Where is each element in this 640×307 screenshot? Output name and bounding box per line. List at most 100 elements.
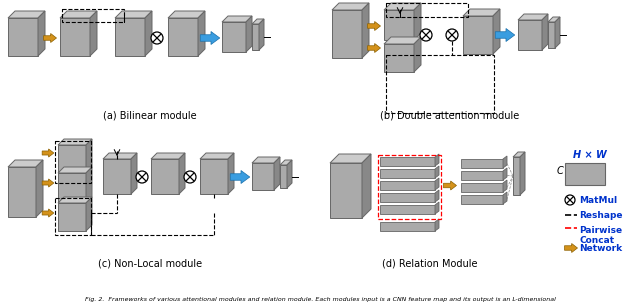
- Polygon shape: [103, 159, 131, 194]
- Polygon shape: [252, 163, 274, 190]
- Polygon shape: [332, 3, 369, 10]
- Text: (b) Double attention module: (b) Double attention module: [380, 110, 520, 120]
- Polygon shape: [367, 44, 381, 52]
- Polygon shape: [42, 179, 54, 187]
- Polygon shape: [252, 19, 264, 24]
- Bar: [461, 159, 503, 168]
- Text: (c) Non-Local module: (c) Non-Local module: [98, 258, 202, 268]
- Bar: [461, 171, 503, 180]
- Polygon shape: [179, 153, 185, 194]
- Polygon shape: [435, 178, 439, 190]
- Polygon shape: [435, 154, 439, 166]
- Polygon shape: [259, 19, 264, 50]
- Polygon shape: [503, 168, 507, 180]
- Polygon shape: [414, 37, 421, 72]
- Polygon shape: [384, 3, 421, 10]
- Polygon shape: [548, 22, 555, 48]
- Polygon shape: [58, 203, 86, 231]
- Polygon shape: [548, 17, 560, 22]
- Text: (a) Bilinear module: (a) Bilinear module: [103, 110, 197, 120]
- Text: Fig. 2.  Frameworks of various attentional modules and relation module. Each mod: Fig. 2. Frameworks of various attentiona…: [84, 297, 556, 302]
- Polygon shape: [384, 37, 421, 44]
- Text: Pairwise
Concat: Pairwise Concat: [579, 226, 622, 245]
- Polygon shape: [435, 166, 439, 178]
- Bar: [55, 141, 91, 183]
- Polygon shape: [38, 11, 45, 56]
- Text: MatMul: MatMul: [579, 196, 617, 204]
- Polygon shape: [384, 10, 414, 40]
- Polygon shape: [330, 163, 362, 218]
- Polygon shape: [58, 197, 92, 203]
- Polygon shape: [168, 18, 198, 56]
- Polygon shape: [103, 153, 137, 159]
- Circle shape: [136, 171, 148, 183]
- Polygon shape: [8, 167, 36, 217]
- Polygon shape: [168, 11, 205, 18]
- Polygon shape: [58, 145, 86, 173]
- Polygon shape: [8, 18, 38, 56]
- Polygon shape: [518, 14, 548, 20]
- Text: Network: Network: [579, 243, 622, 252]
- Polygon shape: [503, 180, 507, 192]
- Polygon shape: [151, 159, 179, 194]
- Polygon shape: [280, 165, 287, 188]
- Polygon shape: [115, 11, 152, 18]
- Polygon shape: [463, 16, 493, 54]
- Polygon shape: [151, 153, 185, 159]
- Polygon shape: [435, 190, 439, 202]
- Polygon shape: [414, 3, 421, 40]
- Polygon shape: [42, 209, 54, 217]
- Bar: [565, 163, 605, 185]
- Bar: [461, 195, 503, 204]
- Bar: [380, 169, 435, 178]
- Bar: [380, 181, 435, 190]
- Polygon shape: [518, 20, 542, 50]
- Polygon shape: [252, 157, 280, 163]
- Bar: [461, 183, 503, 192]
- Polygon shape: [42, 149, 54, 157]
- Polygon shape: [287, 160, 292, 188]
- Polygon shape: [90, 11, 97, 56]
- Text: (d) Relation Module: (d) Relation Module: [382, 258, 477, 268]
- Polygon shape: [60, 11, 97, 18]
- Polygon shape: [198, 11, 205, 56]
- Polygon shape: [200, 159, 228, 194]
- Polygon shape: [86, 139, 92, 173]
- Polygon shape: [58, 173, 86, 203]
- Polygon shape: [86, 167, 92, 203]
- Bar: [380, 205, 435, 214]
- Polygon shape: [131, 153, 137, 194]
- Polygon shape: [435, 219, 439, 231]
- Polygon shape: [503, 192, 507, 204]
- Polygon shape: [8, 11, 45, 18]
- Polygon shape: [332, 10, 362, 58]
- Polygon shape: [362, 154, 371, 218]
- Polygon shape: [493, 9, 500, 54]
- Circle shape: [420, 29, 432, 41]
- Bar: [386, 55, 494, 113]
- Polygon shape: [86, 197, 92, 231]
- Text: Reshape: Reshape: [579, 211, 623, 220]
- Polygon shape: [246, 16, 252, 52]
- Polygon shape: [362, 3, 369, 58]
- Polygon shape: [58, 167, 92, 173]
- Bar: [380, 193, 435, 202]
- Circle shape: [151, 32, 163, 44]
- Polygon shape: [230, 170, 250, 184]
- Polygon shape: [44, 33, 56, 42]
- Polygon shape: [513, 152, 525, 157]
- Text: C: C: [556, 166, 563, 176]
- Bar: [62, 9, 124, 22]
- Polygon shape: [367, 21, 381, 30]
- Polygon shape: [513, 157, 520, 195]
- Polygon shape: [200, 153, 234, 159]
- Polygon shape: [384, 44, 414, 72]
- Bar: [380, 157, 435, 166]
- Polygon shape: [542, 14, 548, 50]
- Circle shape: [565, 195, 575, 205]
- Polygon shape: [564, 243, 577, 252]
- Bar: [55, 198, 91, 235]
- Circle shape: [446, 29, 458, 41]
- Polygon shape: [60, 18, 90, 56]
- Polygon shape: [36, 160, 43, 217]
